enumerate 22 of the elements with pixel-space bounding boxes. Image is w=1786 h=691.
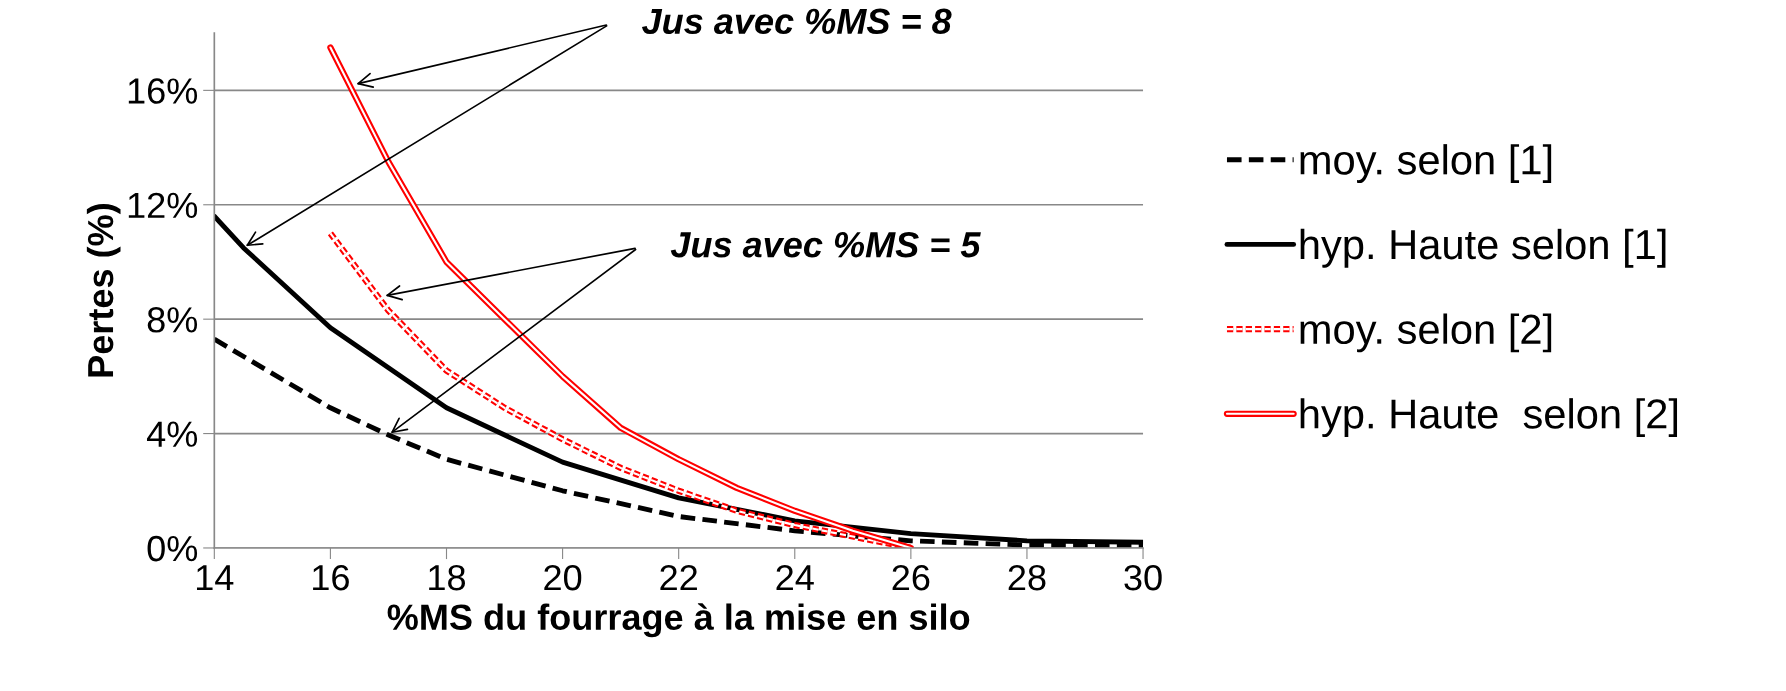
x-tick-label: 14 (196, 565, 234, 591)
x-tick-label: 24 (776, 564, 814, 591)
y-tick-label: 8% (147, 307, 198, 333)
legend-label: hyp. Haute selon [1] (1300, 228, 1666, 268)
legend-label: hyp. Haute selon [2] (1300, 398, 1678, 437)
x-tick-label: 16 (313, 564, 349, 591)
legend-label: moy. selon [2] (1300, 313, 1552, 353)
x-tick-label: 26 (892, 564, 930, 591)
x-tick-label: 18 (429, 564, 466, 591)
x-tick-label: 30 (1124, 564, 1162, 591)
y-tick-label: 16% (128, 78, 198, 104)
y-tick-label: 12% (128, 192, 198, 219)
x-tick-label: 22 (660, 564, 697, 591)
legend-label: moy. selon [1] (1300, 144, 1552, 183)
y-tick-label: 4% (146, 421, 198, 447)
x-tick-label: 20 (544, 564, 582, 591)
annotation: Jus avec %MS = 5 (670, 231, 981, 258)
x-axis-title: %MS du fourrage à la mise en silo (387, 603, 970, 638)
annotation: Jus avec %MS = 8 (641, 8, 952, 35)
x-tick-label: 28 (1008, 564, 1046, 591)
y-tick-label: 0% (147, 535, 198, 562)
y-axis-title: Pertes (%) (86, 204, 121, 377)
